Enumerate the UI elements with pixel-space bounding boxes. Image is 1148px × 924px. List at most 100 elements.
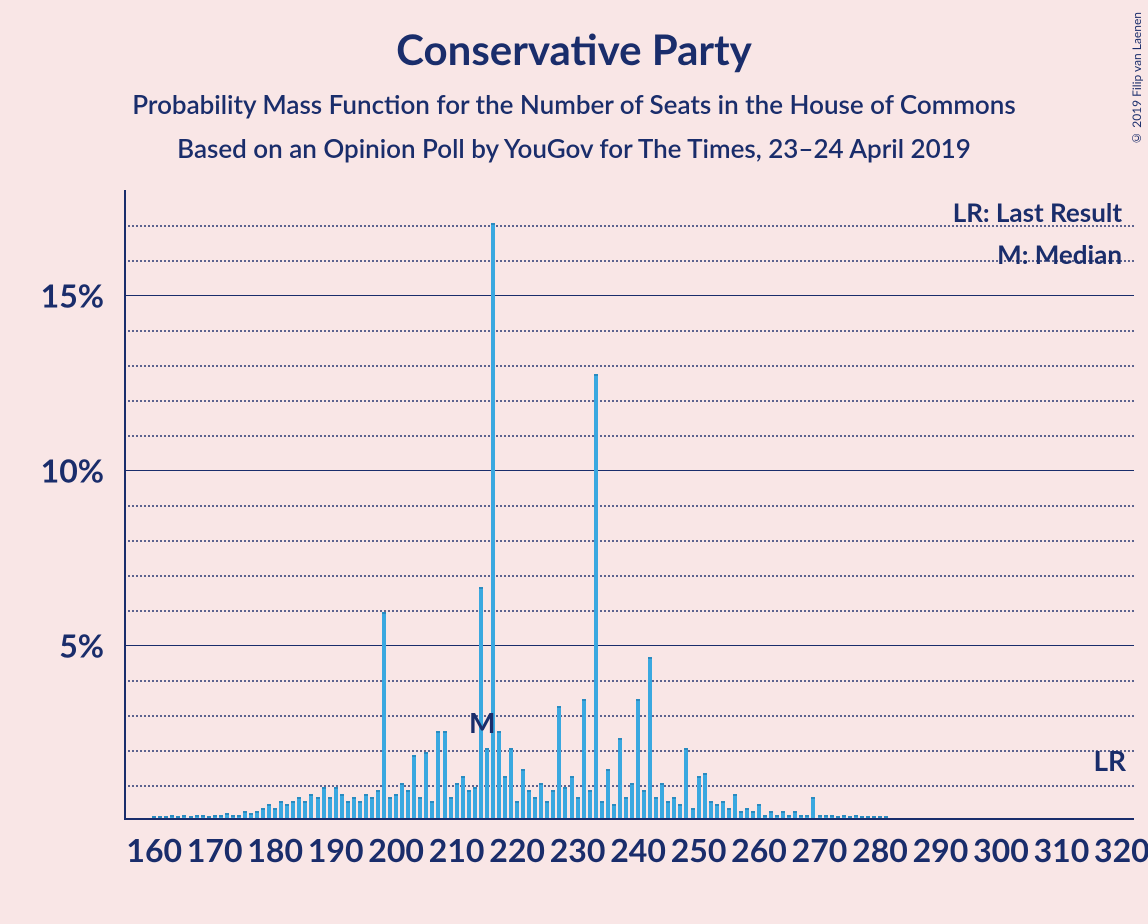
bar [509,750,513,820]
bar [364,796,368,821]
bar-cap [697,776,701,778]
bar [539,785,543,820]
bar [328,799,332,820]
bar [703,775,707,821]
bar [660,785,664,820]
x-tick-label: 310 [1034,830,1090,869]
bar-cap [570,776,574,778]
bar-cap [733,794,737,796]
x-tick-label: 180 [247,830,303,869]
bar-cap [527,790,531,792]
bar [297,799,301,820]
bar-cap [830,815,834,817]
bar [606,771,610,820]
bar-cap [763,815,767,817]
bar [582,701,586,820]
bar-cap [811,797,815,799]
gridline-major [124,645,1134,646]
bar-cap [455,783,459,785]
bar-cap [545,801,549,803]
bar-cap [400,783,404,785]
bar-cap [201,815,205,817]
bar [406,792,410,820]
bar-cap [630,783,634,785]
bar [418,799,422,820]
bar [618,740,622,821]
bar-cap [576,797,580,799]
bar [642,792,646,820]
bar-cap [509,748,513,750]
bar [443,733,447,821]
gridline-minor [124,610,1134,612]
bar-cap [255,811,259,813]
y-tick-label: 15% [41,276,104,315]
bar-cap [237,815,241,817]
bar [563,789,567,821]
x-tick-label: 220 [489,830,545,869]
bar-cap [618,738,622,740]
bar [630,785,634,820]
lr-marker: LR [1093,743,1126,777]
chart-subtitle-2: Based on an Opinion Poll by YouGov for T… [0,132,1148,164]
bar [394,796,398,821]
gridline-minor [124,785,1134,787]
bar [624,799,628,820]
gridline-minor [124,365,1134,367]
copyright-text: © 2019 Filip van Laenen [1129,12,1144,146]
bar [654,799,658,820]
bar [334,789,338,821]
bar-cap [231,815,235,817]
bar-cap [660,783,664,785]
gridline-major [124,295,1134,296]
bar-cap [606,769,610,771]
bar-cap [467,790,471,792]
bar [594,376,598,821]
x-tick-label: 170 [187,830,243,869]
bar-cap [225,813,229,815]
bar [316,799,320,820]
bar-cap [285,804,289,806]
bar-cap [739,811,743,813]
bar-cap [709,801,713,803]
bar-cap [672,797,676,799]
y-tick-label: 10% [41,451,104,490]
bar-cap [436,731,440,733]
chart-area: 5%10%15%16017018019020021022023024025026… [124,190,1134,820]
bar-cap [170,815,174,817]
x-tick-label: 320 [1094,830,1148,869]
x-tick-label: 200 [368,830,424,869]
x-tick-label: 160 [126,830,182,869]
bar-cap [691,808,695,810]
y-axis [124,190,126,820]
bar-cap [449,797,453,799]
bar [557,708,561,820]
bar-cap [249,813,253,815]
bar-cap [793,811,797,813]
bar-cap [346,801,350,803]
x-tick-label: 190 [308,830,364,869]
bar [388,799,392,820]
gridline-minor [124,575,1134,577]
bar-cap [600,801,604,803]
bar [412,757,416,820]
bar-cap [715,804,719,806]
bar-cap [727,808,731,810]
bar-cap [824,815,828,817]
bar-cap [503,776,507,778]
bar-cap [382,612,386,614]
gridline-minor [124,435,1134,437]
bar [461,778,465,820]
bar-cap [485,748,489,750]
bar-cap [642,790,646,792]
bar-cap [805,815,809,817]
x-tick-label: 230 [550,830,606,869]
gridline-minor [124,260,1134,262]
bar-cap [303,801,307,803]
bar [455,785,459,820]
bar-cap [219,815,223,817]
bar [733,796,737,821]
x-tick-label: 270 [792,830,848,869]
bar [400,785,404,820]
bar-cap [328,797,332,799]
bar-cap [309,794,313,796]
